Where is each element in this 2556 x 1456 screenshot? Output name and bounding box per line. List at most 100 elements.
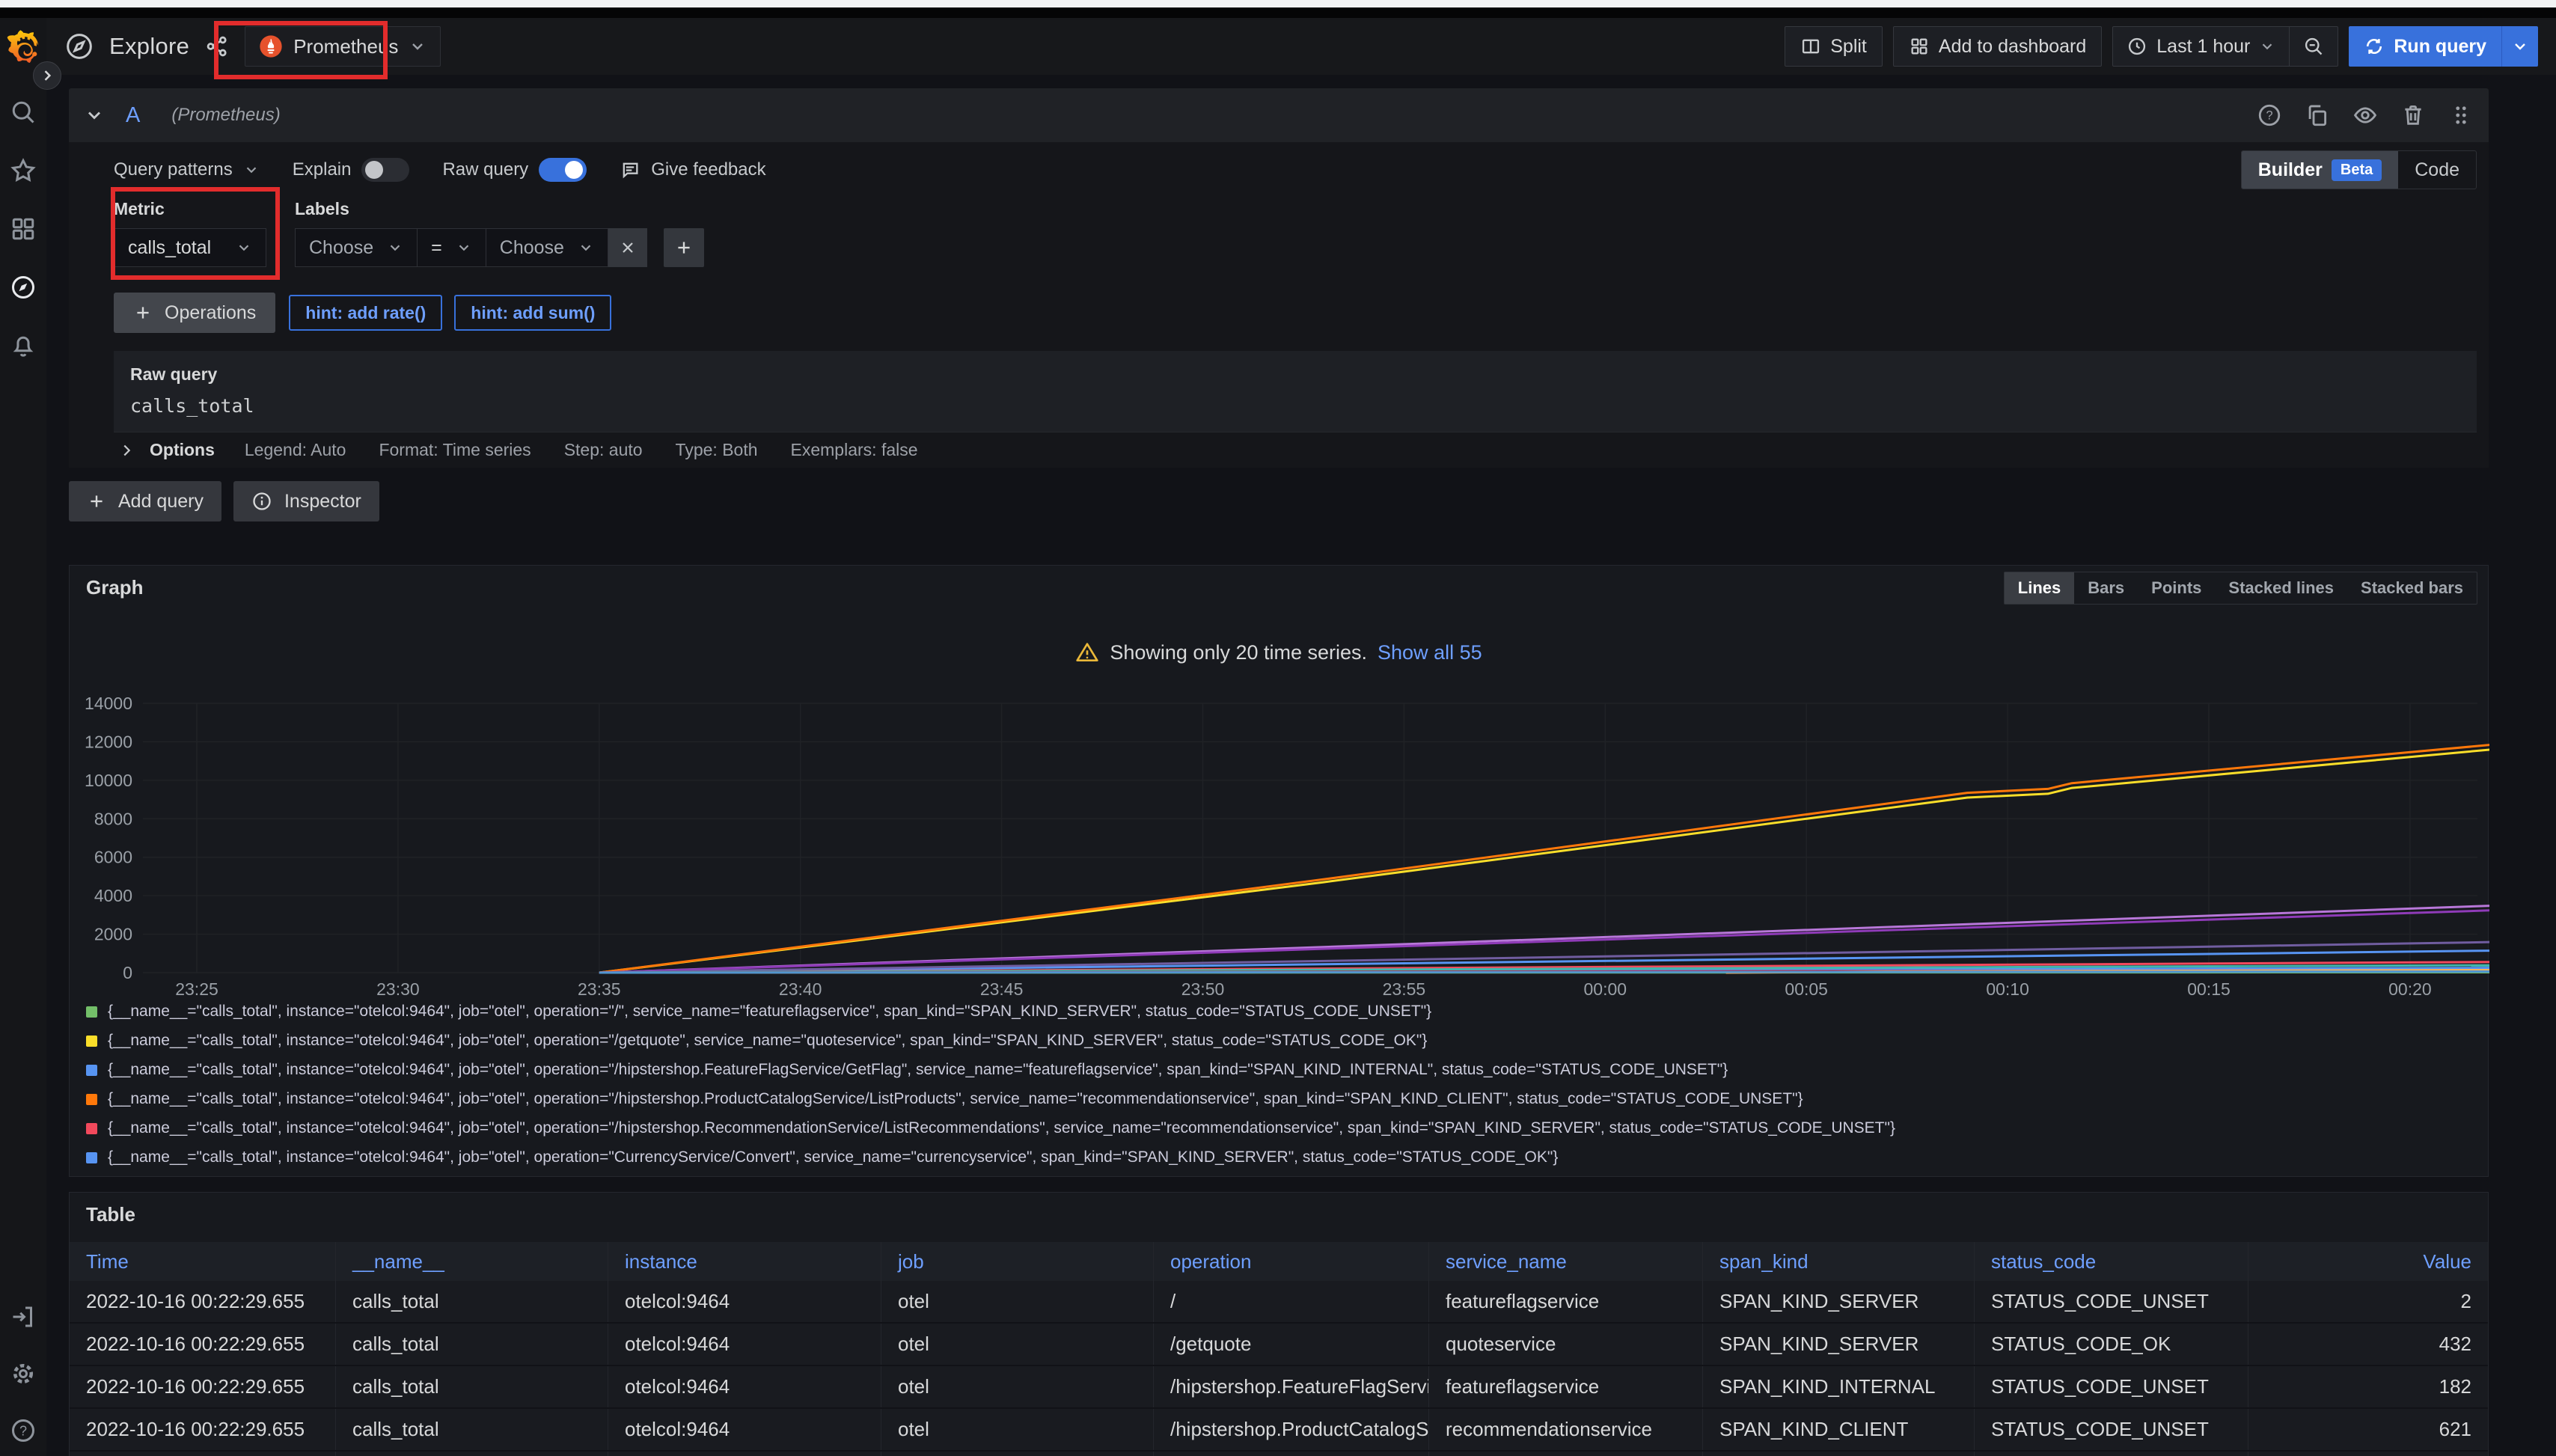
- timeseries-chart[interactable]: 0 2000 4000 6000 8000 10000 12000 14000 23:25 23:…: [70, 684, 2503, 999]
- plus-icon: [91, 495, 103, 507]
- collapse-chevron-icon[interactable]: [84, 105, 105, 126]
- run-query-main[interactable]: Run query: [2349, 26, 2501, 67]
- give-feedback-link[interactable]: Give feedback: [620, 159, 766, 180]
- table-cell: SPAN_KIND_SERVER: [1702, 1324, 1974, 1365]
- table-cell: 2022-10-16 00:22:29.655: [86, 1333, 305, 1355]
- add-label-filter-button[interactable]: [663, 228, 704, 267]
- plus-icon: [678, 242, 690, 254]
- series-line[interactable]: [599, 949, 2503, 974]
- table-cell: otel: [881, 1366, 1153, 1407]
- series-line[interactable]: [599, 970, 2503, 974]
- series-line[interactable]: [599, 742, 2503, 974]
- table-column-header[interactable]: instance: [608, 1242, 881, 1281]
- table-cell: STATUS_CODE_UNSET: [1974, 1281, 2248, 1322]
- legend-item[interactable]: {__name__="calls_total", instance="otelc…: [86, 1090, 1895, 1108]
- chart-canvas[interactable]: 0 2000 4000 6000 8000 10000 12000 14000 23:25 23:…: [70, 684, 2503, 999]
- duplicate-query-icon[interactable]: [2305, 103, 2330, 128]
- legend-item[interactable]: {__name__="calls_total", instance="otelc…: [86, 1119, 1895, 1137]
- star-icon[interactable]: [10, 157, 37, 184]
- legend-item[interactable]: {__name__="calls_total", instance="otelc…: [86, 1061, 1895, 1079]
- share-icon[interactable]: [204, 34, 230, 59]
- explore-content: A (Prometheus) ? Query patterns Explain: [69, 75, 2503, 1456]
- x-tick-label: 00:20: [2388, 979, 2432, 998]
- query-hint-button[interactable]: hint: add sum(): [454, 295, 612, 331]
- graph-mode-bars[interactable]: Bars: [2074, 572, 2138, 604]
- sidebar-expand-button[interactable]: [33, 61, 61, 90]
- table-column-header[interactable]: service_name: [1428, 1242, 1702, 1281]
- table-cell: 432: [2248, 1324, 2488, 1365]
- graph-mode-lines[interactable]: Lines: [2004, 572, 2075, 604]
- help-icon[interactable]: ?: [10, 1417, 37, 1444]
- query-hint-button[interactable]: hint: add rate(): [289, 295, 443, 331]
- raw-query-toggle-group: Raw query: [442, 158, 587, 182]
- add-operations-button[interactable]: Operations: [114, 293, 276, 333]
- builder-tab[interactable]: Builder Beta: [2241, 151, 2399, 189]
- run-query-caret[interactable]: [2501, 26, 2538, 67]
- series-line[interactable]: [599, 747, 2503, 974]
- query-help-icon[interactable]: ?: [2257, 103, 2282, 128]
- grafana-logo[interactable]: [7, 30, 40, 66]
- code-tab[interactable]: Code: [2415, 159, 2459, 180]
- query-patterns-dropdown[interactable]: Query patterns: [114, 159, 260, 180]
- label-key-select[interactable]: Choose: [295, 228, 418, 267]
- graph-mode-stacked-lines[interactable]: Stacked lines: [2215, 572, 2347, 604]
- metric-select[interactable]: calls_total: [114, 228, 266, 267]
- table-column-header[interactable]: job: [881, 1242, 1153, 1281]
- query-datasource-hint: (Prometheus): [171, 105, 281, 125]
- y-tick-label: 10000: [85, 771, 132, 790]
- table-cell: /hipstershop.ProductCatalogS...: [1153, 1409, 1428, 1450]
- show-all-series-link[interactable]: Show all 55: [1378, 640, 1482, 664]
- hide-response-eye-icon[interactable]: [2352, 103, 2378, 128]
- zoom-out-button[interactable]: [2289, 27, 2338, 66]
- table-column-header[interactable]: status_code: [1974, 1242, 2248, 1281]
- search-icon[interactable]: [10, 99, 37, 126]
- inspector-button[interactable]: Inspector: [233, 481, 379, 521]
- table-column-header[interactable]: Value: [2248, 1242, 2488, 1281]
- drag-handle-icon[interactable]: [2448, 103, 2474, 128]
- series-line[interactable]: [599, 908, 2503, 974]
- add-query-button[interactable]: Add query: [69, 481, 221, 521]
- table-column-header[interactable]: span_kind: [1702, 1242, 1974, 1281]
- table-cell: 2: [2248, 1281, 2488, 1322]
- split-button[interactable]: Split: [1785, 26, 1883, 67]
- y-tick-label: 0: [123, 963, 132, 982]
- datasource-picker[interactable]: Prometheus: [245, 26, 441, 67]
- label-operator-select[interactable]: =: [417, 228, 486, 267]
- explore-compass-icon[interactable]: [10, 274, 37, 301]
- raw-query-toggle[interactable]: [539, 158, 587, 182]
- add-to-dashboard-button[interactable]: Add to dashboard: [1892, 26, 2103, 67]
- remove-query-trash-icon[interactable]: [2400, 103, 2426, 128]
- options-row[interactable]: Options Legend: Auto Format: Time series S…: [114, 432, 2477, 468]
- table-cell: /hipstershop.FeatureFlagServi...: [1153, 1366, 1428, 1407]
- table-column-header[interactable]: __name__: [335, 1242, 608, 1281]
- series-line[interactable]: [599, 940, 2503, 974]
- table-cell: 2022-10-16 00:22:29.655: [70, 1452, 335, 1456]
- window-top-strip: [0, 0, 2556, 7]
- table-cell: calls_total: [335, 1452, 608, 1456]
- legend-item[interactable]: {__name__="calls_total", instance="otelc…: [86, 1003, 1895, 1021]
- settings-gear-icon[interactable]: [10, 1360, 37, 1387]
- label-value-select[interactable]: Choose: [485, 228, 608, 267]
- legend-swatch: [86, 1093, 97, 1105]
- table-column-header[interactable]: operation: [1153, 1242, 1428, 1281]
- explain-toggle[interactable]: [361, 158, 410, 182]
- table-cell: /hipstershop.Recommendation...: [1153, 1452, 1428, 1456]
- remove-label-filter-button[interactable]: [608, 228, 647, 267]
- chevron-right-icon: [44, 70, 52, 81]
- time-range-picker[interactable]: Last 1 hour: [2113, 27, 2289, 66]
- sign-in-icon[interactable]: [10, 1303, 37, 1330]
- alerting-bell-icon[interactable]: [10, 332, 37, 359]
- table-cell: STATUS_CODE_UNSET: [1974, 1366, 2248, 1407]
- table-column-header[interactable]: Time: [86, 1249, 129, 1273]
- legend-item[interactable]: {__name__="calls_total", instance="otelc…: [86, 1148, 1895, 1166]
- table-cell: 182: [2248, 1366, 2488, 1407]
- dashboards-icon[interactable]: [10, 215, 37, 242]
- sidebar-bottom-nav: ?: [0, 1303, 46, 1444]
- y-tick-label: 6000: [94, 848, 132, 867]
- legend-item[interactable]: {__name__="calls_total", instance="otelc…: [86, 1032, 1895, 1050]
- graph-mode-points[interactable]: Points: [2138, 572, 2215, 604]
- info-circle-icon: [253, 492, 271, 510]
- run-query-button[interactable]: Run query: [2349, 26, 2538, 67]
- table-cell: recommendationservice: [1428, 1409, 1702, 1450]
- graph-mode-stacked-bars[interactable]: Stacked bars: [2347, 572, 2477, 604]
